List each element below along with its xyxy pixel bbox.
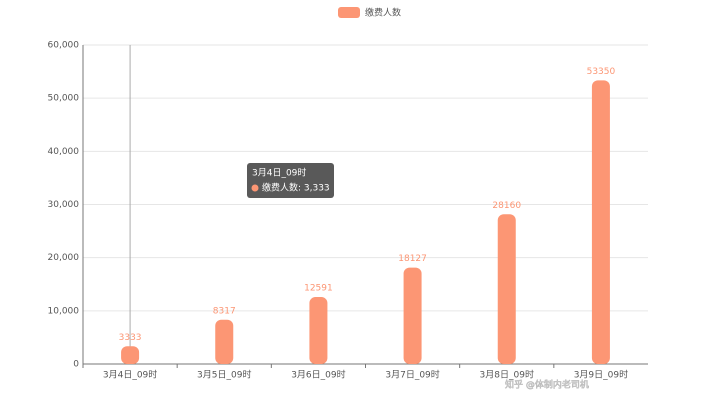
data-label: 12591 (304, 284, 333, 294)
y-tick-label: 0 (73, 360, 79, 370)
data-label: 3333 (119, 333, 142, 343)
x-tick-label: 3月5日_09时 (197, 369, 251, 381)
y-tick-label: 50,000 (48, 94, 80, 104)
x-tick-label: 3月7日_09时 (385, 369, 439, 381)
bar (591, 80, 610, 364)
bar (403, 267, 422, 364)
x-tick-label: 3月6日_09时 (291, 369, 345, 381)
tooltip-dot (251, 184, 259, 192)
tooltip-box (247, 163, 334, 198)
bar (497, 214, 516, 364)
watermark: 知乎 @体制内老司机 (505, 379, 589, 391)
bar (121, 346, 140, 364)
legend-swatch (338, 7, 360, 18)
data-label: 8317 (213, 306, 236, 316)
data-label: 18127 (398, 254, 427, 264)
bar (309, 297, 328, 364)
y-tick-label: 20,000 (48, 253, 80, 263)
tooltip-text: 缴费人数: 3,333 (262, 182, 330, 194)
x-tick-label: 3月8日_09时 (480, 369, 534, 381)
bar (215, 319, 234, 364)
legend-label: 缴费人数 (365, 7, 401, 19)
tooltip-title: 3月4日_09时 (252, 167, 306, 179)
data-label: 28160 (492, 201, 521, 211)
y-tick-label: 30,000 (48, 200, 80, 210)
y-tick-label: 10,000 (48, 306, 80, 316)
x-tick-label: 3月9日_09时 (574, 369, 628, 381)
data-label: 53350 (587, 67, 616, 77)
y-tick-label: 60,000 (48, 41, 80, 51)
y-tick-label: 40,000 (48, 147, 80, 157)
x-tick-label: 3月4日_09时 (103, 369, 157, 381)
